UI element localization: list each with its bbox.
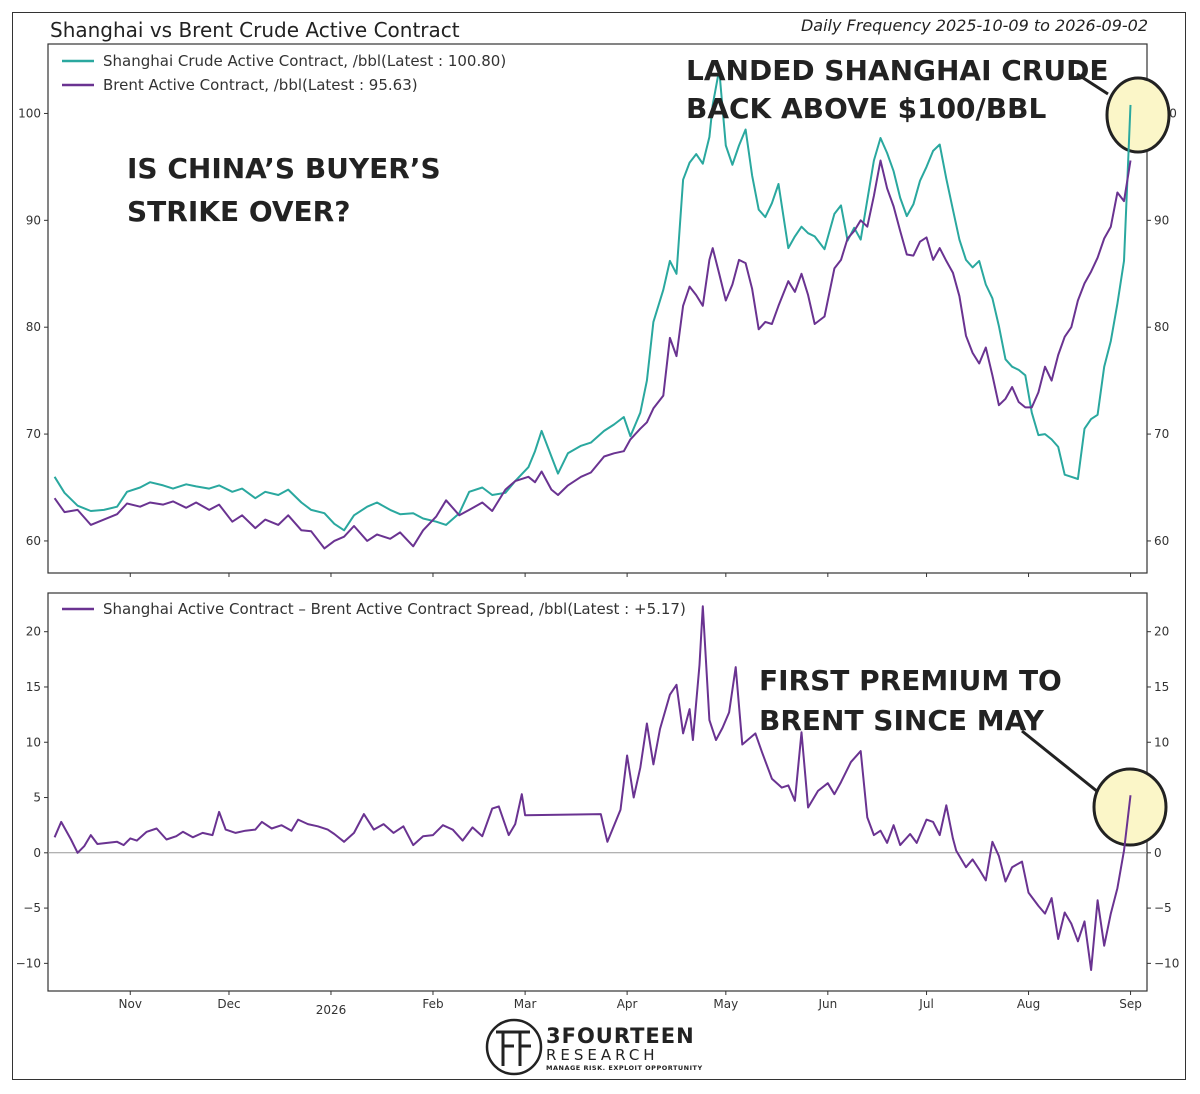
y-tick-label-left: 90 [26,213,41,227]
y-tick-label-left: 60 [26,534,41,548]
y-tick-label-left: 70 [26,427,41,441]
x-tick-label: Nov [119,997,142,1011]
y-tick-label-right: 70 [1154,427,1169,441]
x-tick-label: May [713,997,738,1011]
chart-title: Shanghai vs Brent Crude Active Contract [50,18,460,42]
y-tick-label-left: 10 [26,735,41,749]
x-axis-ticks: Nov Dec 2026 Feb Mar Apr May Jun Jul Aug Sep [119,573,1142,1017]
annotation-top-line2: BACK ABOVE $100/BBL [686,92,1046,125]
logo-glyph-icon [496,1030,531,1066]
y-tick-label-right: 90 [1154,213,1169,227]
logo: 3FOURTEEN RESEARCH MANAGE RISK. EXPLOIT … [485,1018,703,1076]
y-tick-label-right: 10 [1154,735,1169,749]
chart-frame [12,12,1186,1080]
annotation-question-line1: IS CHINA’S BUYER’S [127,152,441,185]
x-tick-label: 2026 [316,1003,347,1017]
chart-subtitle: Daily Frequency 2025-10-09 to 2026-09-02 [800,16,1148,35]
annotation-bottom-arrow [1021,729,1099,794]
y-tick-label-right: 80 [1154,320,1169,334]
y-tick-label-left: 100 [18,106,41,120]
x-tick-label: Mar [514,997,537,1011]
x-tick-label: Aug [1017,997,1040,1011]
x-tick-label: Apr [617,997,638,1011]
y-tick-label-left: 20 [26,625,41,639]
y-tick-label-left: 0 [33,846,41,860]
y-tick-label-right: 0 [1154,846,1162,860]
series-line-1-0 [53,605,1132,971]
annotation-question-line2: STRIKE OVER? [127,195,350,228]
y-tick-label-left: 15 [26,680,41,694]
y-tick-label-right: 20 [1154,625,1169,639]
x-tick-label: Jun [817,997,837,1011]
logo-sub: RESEARCH [546,1046,659,1064]
logo-tagline: MANAGE RISK. EXPLOIT OPPORTUNITY [546,1064,703,1072]
bottom-plot-area [47,592,1148,992]
annotation-top-arrow [1076,72,1109,96]
x-tick-label: Sep [1119,997,1142,1011]
bottom-y-ticks: −10−10−5−50055101015152020 [16,625,1180,971]
y-tick-label-left: −5 [23,901,41,915]
y-tick-label-right: 15 [1154,680,1169,694]
top-series-group [53,68,1132,550]
logo-name: 3FOURTEEN [546,1024,695,1048]
annotation-top-line1: LANDED SHANGHAI CRUDE [686,54,1108,87]
x-tick-label: Jul [918,997,933,1011]
top-plot-area [47,43,1148,574]
annotation-bottom-line1: FIRST PREMIUM TO [759,664,1062,697]
series-line-0-0 [53,68,1132,532]
logo-mark-icon [485,1018,543,1076]
legend-shanghai: Shanghai Crude Active Contract, /bbl(Lat… [103,52,506,70]
y-tick-label-right: 60 [1154,534,1169,548]
legend-brent: Brent Active Contract, /bbl(Latest : 95.… [103,76,418,94]
series-line-0-1 [53,159,1132,550]
bottom-series-group [53,605,1132,971]
highlight-circle-top [1105,76,1171,154]
x-tick-label: Dec [217,997,240,1011]
y-tick-label-right: −5 [1154,901,1172,915]
x-tick-label: Feb [422,997,443,1011]
legend-spread: Shanghai Active Contract – Brent Active … [103,600,686,618]
y-tick-label-left: −10 [16,956,41,970]
y-tick-label-left: 5 [33,791,41,805]
annotation-bottom-line2: BRENT SINCE MAY [759,704,1045,737]
y-tick-label-right: −10 [1154,956,1179,970]
y-tick-label-left: 80 [26,320,41,334]
